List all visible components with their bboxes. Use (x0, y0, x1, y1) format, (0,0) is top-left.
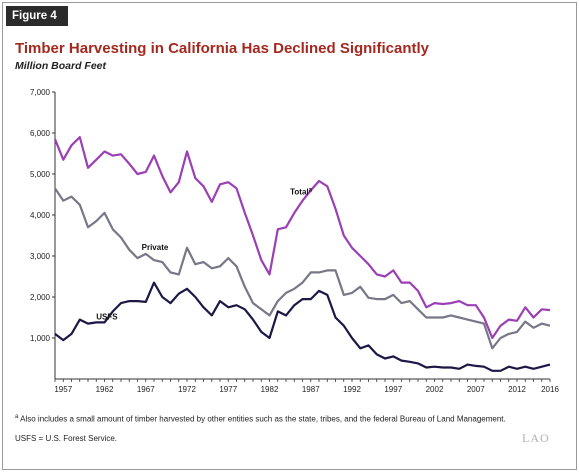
series-line-total (53, 136, 551, 340)
y-tick-label: 7,000 (30, 88, 51, 97)
x-tick-label: 1992 (343, 385, 361, 394)
x-tick-label: 1987 (302, 385, 320, 394)
chart-lines (53, 136, 551, 372)
footnote: a Also includes a small amount of timber… (15, 414, 506, 424)
y-tick-label: 5,000 (30, 170, 51, 179)
x-tick-label: 2002 (426, 385, 444, 394)
chart-title: Timber Harvesting in California Has Decl… (15, 40, 429, 57)
series-line-usfs (54, 281, 551, 372)
y-tick-label: 2,000 (30, 293, 51, 302)
footnote-marker: a (15, 414, 19, 420)
x-tick-label: 2007 (467, 385, 485, 394)
x-tick-label: 1972 (178, 385, 196, 394)
footnote-text: Also includes a small amount of timber h… (20, 414, 506, 424)
x-tick-label: 1967 (137, 385, 155, 394)
y-tick-label: 6,000 (30, 129, 51, 138)
y-axis-unit: Million Board Feet (15, 60, 107, 72)
y-tick-label: 3,000 (30, 252, 51, 261)
figure-label: Figure 4 (6, 6, 68, 26)
x-tick-label: 1997 (384, 385, 402, 394)
series-labels: Totala Private USFS (96, 188, 312, 322)
series-label-private: Private (142, 243, 169, 252)
series-line-private (54, 187, 551, 350)
x-tick-label: 1962 (96, 385, 114, 394)
x-tick-label: 1977 (219, 385, 237, 394)
y-tick-label: 1,000 (30, 334, 51, 343)
series-label-usfs: USFS (96, 313, 118, 322)
chart-axes (54, 92, 550, 380)
chart-ticks: 7,000 6,000 5,000 4,000 3,000 2,000 1,000 1957 1… (30, 88, 559, 394)
lao-logo: LAO (522, 431, 550, 445)
series-label-total: Totala (290, 188, 313, 197)
abbreviation-note: USFS = U.S. Forest Service. (15, 434, 118, 443)
x-tick-label: 2016 (541, 385, 559, 394)
x-tick-label: 1982 (261, 385, 279, 394)
x-tick-label: 2012 (508, 385, 526, 394)
y-tick-label: 4,000 (30, 211, 51, 220)
x-tick-label: 1957 (54, 385, 72, 394)
